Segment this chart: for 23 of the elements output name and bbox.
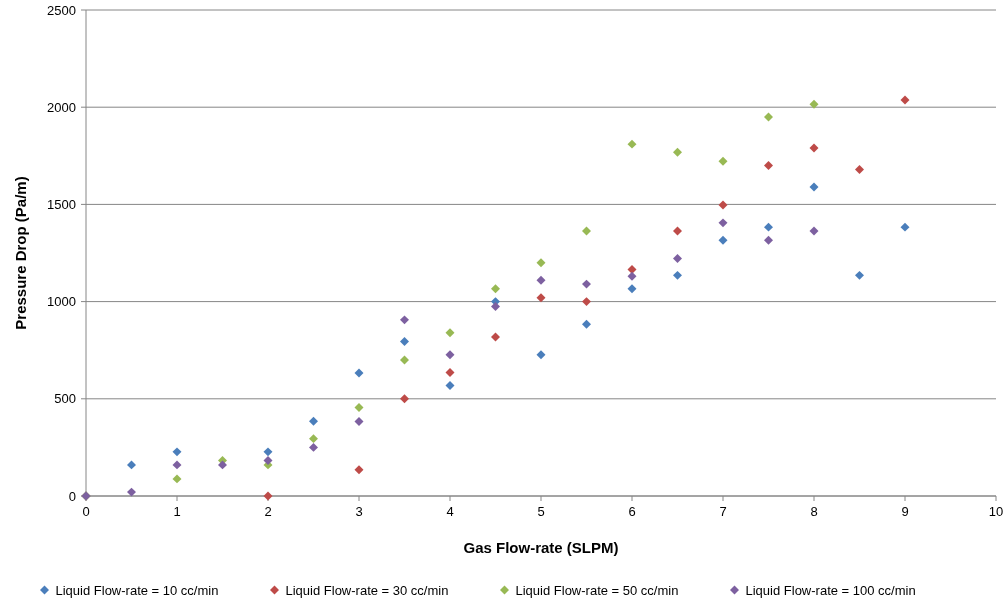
x-tick-label: 6	[628, 504, 636, 519]
x-tick-label: 9	[901, 504, 909, 519]
legend-label: Liquid Flow-rate = 100 cc/min	[745, 582, 916, 598]
x-tick-label: 4	[446, 504, 454, 519]
y-tick-label: 1500	[47, 196, 76, 212]
x-tick-label: 1	[173, 504, 181, 519]
legend-label: Liquid Flow-rate = 50 cc/min	[515, 582, 679, 598]
y-tick-label: 2000	[47, 99, 76, 115]
x-tick-label: 0	[82, 504, 90, 519]
x-tick-label: 7	[719, 504, 727, 519]
y-tick-label: 1000	[47, 294, 76, 310]
x-tick-label: 5	[537, 504, 545, 519]
x-tick-label: 8	[810, 504, 818, 519]
x-tick-label: 2	[264, 504, 272, 519]
x-tick-label: 3	[355, 504, 363, 519]
y-tick-label: 0	[68, 488, 76, 504]
y-axis-title: Pressure Drop (Pa/m)	[12, 176, 29, 330]
x-tick-label: 10	[988, 504, 1004, 519]
legend-label: Liquid Flow-rate = 10 cc/min	[55, 582, 219, 598]
y-tick-label: 2500	[47, 2, 76, 18]
legend-label: Liquid Flow-rate = 30 cc/min	[285, 582, 449, 598]
y-tick-label: 500	[54, 391, 76, 407]
x-axis-title: Gas Flow-rate (SLPM)	[463, 539, 619, 556]
